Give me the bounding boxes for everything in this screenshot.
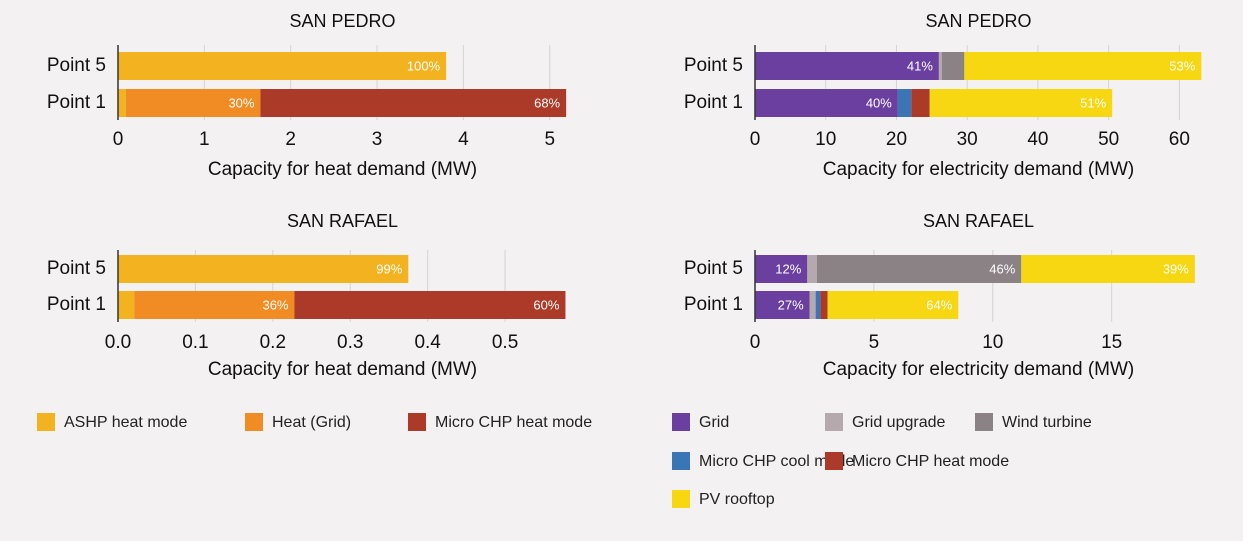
bar-segment <box>929 89 1113 117</box>
share-label: 53% <box>1169 58 1195 73</box>
x-tick-label: 1 <box>199 129 210 150</box>
share-label: 27% <box>778 297 804 312</box>
legend-swatch <box>245 413 263 431</box>
legend-label: Micro CHP heat mode <box>852 453 1009 470</box>
legend-swatch <box>825 413 843 431</box>
share-label: 36% <box>262 297 288 312</box>
bar-segment <box>134 291 295 319</box>
x-tick-label: 30 <box>957 129 978 150</box>
y-tick-label: Point 1 <box>684 294 743 315</box>
bar-segment <box>755 255 808 283</box>
legend-swatch <box>672 413 690 431</box>
legend-swatch <box>975 413 993 431</box>
x-tick-label: 0 <box>750 332 761 353</box>
share-label: 51% <box>1080 95 1106 110</box>
bar-segment <box>755 52 939 80</box>
share-label: 39% <box>1163 261 1189 276</box>
bar-segment <box>260 89 567 117</box>
bar-segment <box>1021 255 1195 283</box>
legend-label: Grid <box>699 414 729 431</box>
bar-segment <box>911 89 930 117</box>
x-tick-label: 0.3 <box>337 332 363 353</box>
bar-segment <box>807 255 817 283</box>
x-tick-label: 10 <box>815 129 836 150</box>
chart-title: SAN RAFAEL <box>923 211 1034 231</box>
x-axis-label: Capacity for electricity demand (MW) <box>823 159 1134 180</box>
legend-swatch <box>408 413 426 431</box>
share-label: 64% <box>926 297 952 312</box>
x-tick-label: 0.5 <box>492 332 518 353</box>
x-tick-label: 0.4 <box>414 332 441 353</box>
share-label: 60% <box>533 297 559 312</box>
x-tick-label: 4 <box>458 129 469 150</box>
x-tick-label: 50 <box>1098 129 1119 150</box>
legend-label: Wind turbine <box>1002 414 1092 431</box>
bar-segment <box>827 291 959 319</box>
x-tick-label: 20 <box>886 129 907 150</box>
chart-title: SAN PEDRO <box>289 11 395 31</box>
legend-label: Micro CHP heat mode <box>435 414 592 431</box>
legend-swatch <box>37 413 55 431</box>
y-tick-label: Point 1 <box>684 92 743 113</box>
legend-label: ASHP heat mode <box>64 414 187 431</box>
bar-segment <box>755 89 898 117</box>
share-label: 99% <box>376 261 402 276</box>
bar-segment <box>118 291 135 319</box>
chart-title: SAN PEDRO <box>925 11 1031 31</box>
x-tick-label: 0.0 <box>105 332 131 353</box>
y-tick-label: Point 1 <box>47 92 106 113</box>
share-label: 46% <box>989 261 1015 276</box>
x-tick-label: 0.2 <box>260 332 286 353</box>
x-tick-label: 0 <box>113 129 124 150</box>
bar-segment <box>755 291 810 319</box>
share-label: 100% <box>407 58 441 73</box>
x-tick-label: 60 <box>1169 129 1190 150</box>
x-tick-label: 40 <box>1027 129 1048 150</box>
x-axis-label: Capacity for heat demand (MW) <box>208 359 477 380</box>
x-tick-label: 3 <box>372 129 383 150</box>
bar-segment <box>820 291 828 319</box>
y-tick-label: Point 5 <box>47 258 106 279</box>
legend-label: Micro CHP cool mode <box>699 453 854 470</box>
legend-label: Grid upgrade <box>852 414 945 431</box>
x-tick-label: 10 <box>982 332 1003 353</box>
x-tick-label: 0 <box>750 129 761 150</box>
bar-segment <box>938 52 942 80</box>
legend-label: Heat (Grid) <box>272 414 351 431</box>
chart-title: SAN RAFAEL <box>287 211 398 231</box>
x-tick-label: 5 <box>869 332 880 353</box>
y-tick-label: Point 1 <box>47 294 106 315</box>
bar-segment <box>815 291 821 319</box>
bar-segment <box>897 89 912 117</box>
share-label: 30% <box>228 95 254 110</box>
x-tick-label: 5 <box>544 129 555 150</box>
bar-segment <box>294 291 566 319</box>
y-tick-label: Point 5 <box>684 55 743 76</box>
bar-segment <box>118 89 126 117</box>
legend-swatch <box>672 452 690 470</box>
bar-segment <box>816 255 1022 283</box>
legend-swatch <box>825 452 843 470</box>
bar-segment <box>118 52 447 80</box>
bar-segment <box>118 255 409 283</box>
legend-label: PV rooftop <box>699 491 775 508</box>
x-axis-label: Capacity for electricity demand (MW) <box>823 359 1134 380</box>
share-label: 68% <box>534 95 560 110</box>
share-label: 40% <box>866 95 892 110</box>
x-axis-label: Capacity for heat demand (MW) <box>208 159 477 180</box>
bar-segment <box>941 52 965 80</box>
legend-swatch <box>672 490 690 508</box>
x-tick-label: 2 <box>285 129 296 150</box>
y-tick-label: Point 5 <box>47 55 106 76</box>
bar-segment <box>809 291 816 319</box>
x-tick-label: 0.1 <box>182 332 208 353</box>
x-tick-label: 15 <box>1101 332 1122 353</box>
bar-segment <box>964 52 1202 80</box>
share-label: 41% <box>907 58 933 73</box>
y-tick-label: Point 5 <box>684 258 743 279</box>
share-label: 12% <box>775 261 801 276</box>
bar-segment <box>125 89 261 117</box>
